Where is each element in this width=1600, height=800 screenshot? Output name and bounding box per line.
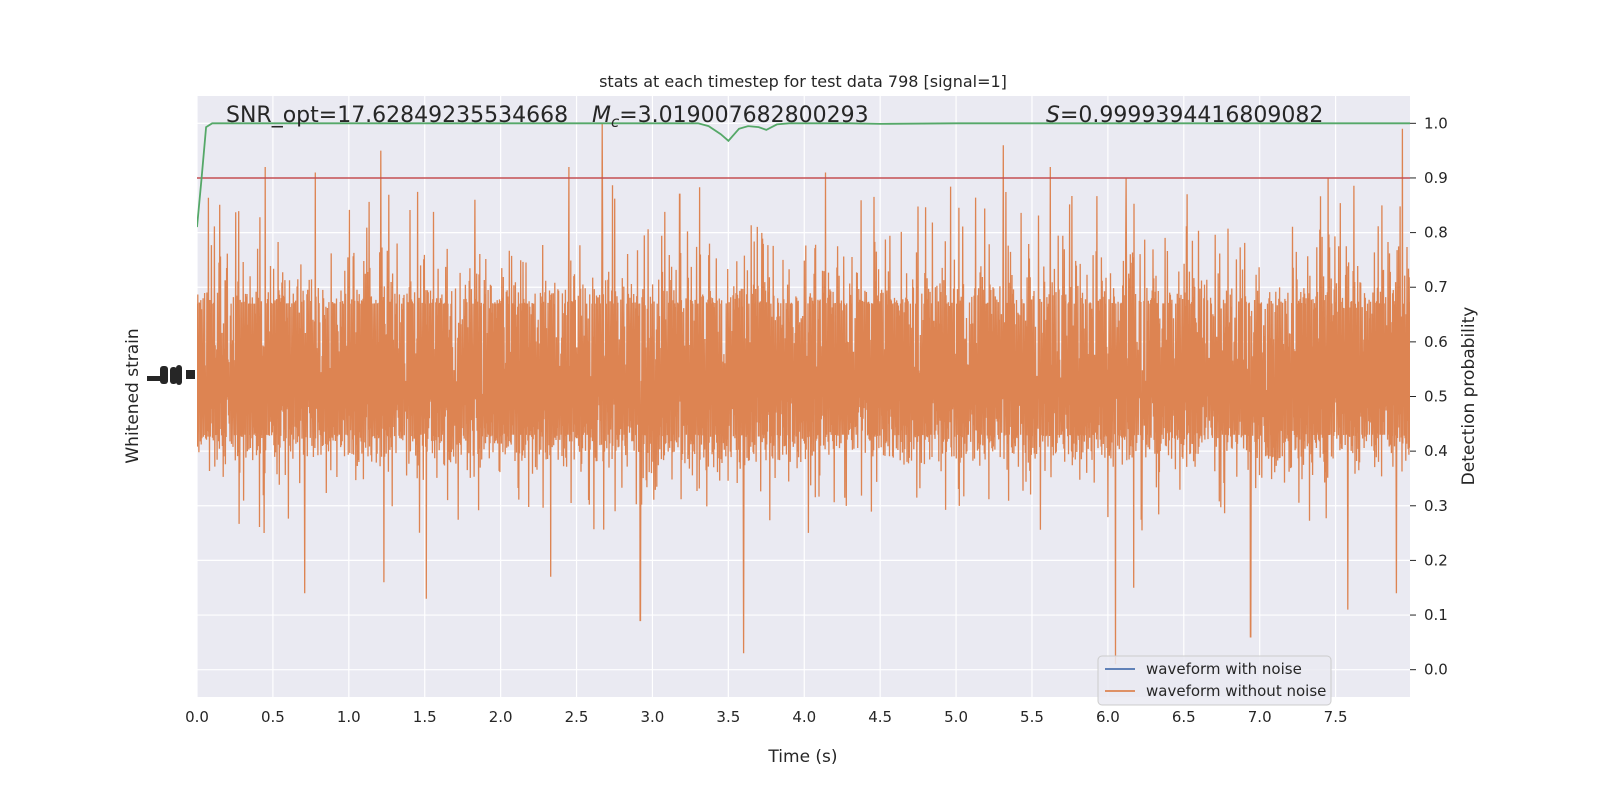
x-tick-label: 4.0 xyxy=(792,708,816,726)
x-tick-label: 4.5 xyxy=(868,708,892,726)
right-axis-label: Detection probability xyxy=(1459,307,1479,486)
right-tick-label: 0.7 xyxy=(1424,278,1448,296)
x-tick-label: 2.5 xyxy=(565,708,589,726)
right-tick-label: 0.5 xyxy=(1424,388,1448,406)
left-tick-blob xyxy=(176,365,182,385)
right-tick-label: 0.1 xyxy=(1424,606,1448,624)
left-tick-blob xyxy=(170,367,177,384)
x-tick-label: 7.5 xyxy=(1324,708,1348,726)
right-tick-label: 0.3 xyxy=(1424,497,1448,515)
x-tick-label: 1.5 xyxy=(413,708,437,726)
x-tick-label: 6.5 xyxy=(1172,708,1196,726)
left-axis-tick-labels xyxy=(147,365,195,385)
left-tick-blob xyxy=(186,370,195,379)
legend-box xyxy=(1097,655,1332,706)
chirp-mass-value: =3.019007682800293 xyxy=(619,103,868,128)
x-tick-label: 3.5 xyxy=(716,708,740,726)
right-tick-label: 0.9 xyxy=(1424,169,1448,187)
right-tick-label: 0.2 xyxy=(1424,551,1448,569)
chirp-mass-subscript: c xyxy=(611,113,620,131)
x-tick-label: 5.0 xyxy=(944,708,968,726)
right-tick-label: 0.0 xyxy=(1424,661,1448,679)
x-axis-ticks: 0.0 0.5 1.0 1.5 2.0 2.5 3.0 3.5 4.0 4.5 5.0 5.5 6.0 6… xyxy=(185,708,1347,726)
legend: waveform with noise waveform without noi… xyxy=(1097,655,1332,706)
right-axis-ticks: 0.0 0.1 0.2 0.3 0.4 0.5 0.6 0.7 0.8 0.9 1.0 xyxy=(1410,114,1448,679)
left-axis-label: Whitened strain xyxy=(123,328,143,463)
s-value: =0.9999394416809082 xyxy=(1060,103,1323,128)
x-tick-label: 1.0 xyxy=(337,708,361,726)
detection-probability-line xyxy=(197,122,1410,228)
waveform-without-noise-line xyxy=(197,123,1410,665)
left-tick-blob xyxy=(147,376,161,381)
x-axis-label: Time (s) xyxy=(767,747,837,767)
x-tick-label: 2.0 xyxy=(489,708,513,726)
right-tick-label: 0.6 xyxy=(1424,333,1448,351)
right-tick-label: 0.4 xyxy=(1424,442,1448,460)
chirp-mass-symbol: M xyxy=(592,103,611,128)
s-symbol: S xyxy=(1046,103,1060,128)
x-tick-label: 0.0 xyxy=(185,708,209,726)
legend-label-with-noise: waveform with noise xyxy=(1146,660,1302,678)
legend-label-without-noise: waveform without noise xyxy=(1146,682,1326,700)
snr-annotation: SNR_opt=17.62849235534668 xyxy=(226,103,568,128)
chart-title: stats at each timestep for test data 798… xyxy=(599,72,1007,91)
x-tick-label: 0.5 xyxy=(261,708,285,726)
chirp-mass-annotation: Mc=3.019007682800293 xyxy=(592,103,869,131)
right-tick-label: 1.0 xyxy=(1424,114,1448,132)
s-annotation: S=0.9999394416809082 xyxy=(1046,103,1323,128)
x-tick-label: 6.0 xyxy=(1096,708,1120,726)
x-tick-label: 5.5 xyxy=(1020,708,1044,726)
left-tick-blob xyxy=(160,366,168,384)
right-tick-label: 0.8 xyxy=(1424,224,1448,242)
x-tick-label: 3.0 xyxy=(641,708,665,726)
x-tick-label: 7.0 xyxy=(1248,708,1272,726)
